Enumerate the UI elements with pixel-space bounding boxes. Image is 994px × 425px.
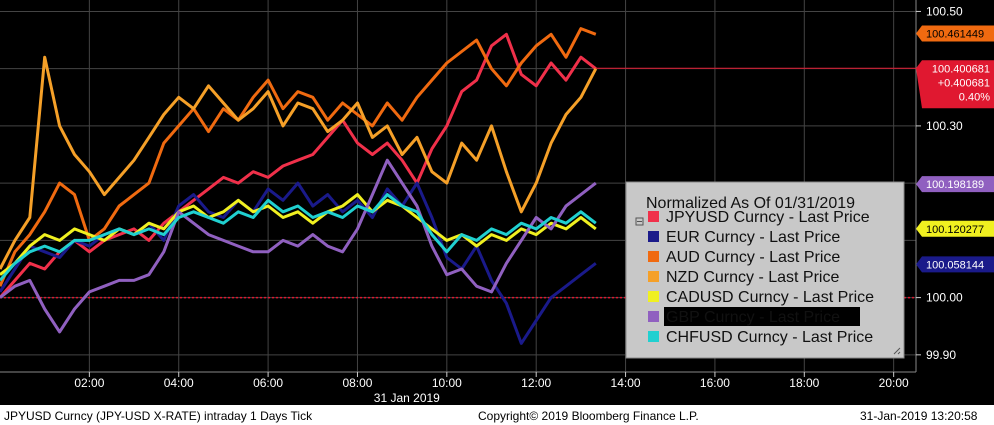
legend-swatch-3: [648, 271, 659, 282]
legend-swatch-0: [648, 211, 659, 222]
price-tag-label: 100.198189: [926, 179, 984, 191]
legend-item-5[interactable]: GBP Curncy - Last Price: [666, 309, 840, 326]
price-tag-label: 100.461449: [926, 29, 984, 41]
legend-swatch-5: [648, 311, 659, 322]
series-line-6: [0, 193, 597, 282]
price-tag-1: 100.198189: [916, 176, 994, 193]
x-tick-label: 04:00: [164, 376, 194, 390]
x-tick-label: 12:00: [521, 376, 551, 390]
legend-item-3[interactable]: NZD Curncy - Last Price: [666, 269, 839, 286]
y-tick-label: 100.50: [926, 4, 963, 18]
footer-timestamp-text: 31-Jan-2019 13:20:58: [860, 409, 978, 423]
x-axis: 02:00 04:00 06:00 08:00 10:00 12:00 14:00 16:00…: [74, 372, 909, 405]
x-tick-label: 06:00: [253, 376, 283, 390]
series-line-5: [0, 158, 597, 334]
series-line-4: [0, 193, 597, 276]
x-tick-label: 18:00: [789, 376, 819, 390]
series-lines: [0, 27, 598, 345]
price-tag-0-shape: [916, 25, 994, 42]
price-tag-3-shape: [916, 256, 994, 273]
series-line-3: [0, 55, 598, 270]
x-tick-label: 20:00: [879, 376, 909, 390]
legend-item-4[interactable]: CADUSD Curncy - Last Price: [666, 289, 874, 306]
x-tick-label: 02:00: [74, 376, 104, 390]
price-tag-label: 100.120277: [926, 224, 984, 236]
legend-swatch-1: [648, 231, 659, 242]
price-tag-3: 100.058144: [916, 256, 994, 273]
price-tag-1-shape: [916, 176, 994, 193]
price-tag-2-shape: [916, 220, 994, 237]
legend-item-0[interactable]: JPYUSD Curncy - Last Price: [666, 209, 870, 226]
legend-swatch-6: [648, 331, 659, 342]
legend-item-6[interactable]: CHFUSD Curncy - Last Price: [666, 329, 873, 346]
footer-background: [0, 405, 994, 425]
footer-left-text: JPYUSD Curncy (JPY-USD X-RATE) intraday …: [4, 409, 313, 423]
reference-line: [0, 67, 916, 299]
price-tag-2: 100.120277: [916, 220, 994, 237]
cursor-tag-line: 0.40%: [959, 91, 990, 103]
series-line-0: [0, 32, 597, 299]
legend-collapse-icon[interactable]: [635, 217, 644, 226]
cursor-tag-line: 100.400681: [932, 63, 990, 75]
y-tick-label: 99.90: [926, 348, 956, 362]
legend-box: [625, 181, 905, 359]
x-tick-label: 08:00: [342, 376, 372, 390]
y-tick-label: 100.30: [926, 119, 963, 133]
legend-item-2[interactable]: AUD Curncy - Last Price: [666, 249, 840, 266]
legend-title: Normalized As Of 01/31/2019: [646, 195, 855, 212]
price-tag-0: 100.461449: [916, 25, 994, 42]
footer: JPYUSD Curncy (JPY-USD X-RATE) intraday …: [0, 405, 994, 425]
cursor-tag-shape: [916, 60, 994, 109]
footer-copyright-text: Copyright© 2019 Bloomberg Finance L.P.: [478, 409, 699, 423]
legend-swatch-2: [648, 251, 659, 262]
legend-resize-icon[interactable]: [893, 347, 901, 355]
cursor-tag: 100.400681 +0.400681 0.40%: [916, 60, 994, 109]
legend-highlight: [664, 307, 860, 326]
price-tags: 100.461449 100.198189 100.120277 100.058144…: [916, 25, 994, 273]
legend-swatch-4: [648, 291, 659, 302]
x-date-label: 31 Jan 2019: [374, 391, 440, 405]
legend-item-1[interactable]: EUR Curncy - Last Price: [666, 229, 840, 246]
price-tag-label: 100.058144: [926, 259, 984, 271]
series-line-2: [0, 27, 597, 287]
cursor-tag-line: +0.400681: [938, 77, 990, 89]
y-axis: 100.50 100.30 100.00 99.90: [916, 4, 963, 362]
x-tick-label: 16:00: [700, 376, 730, 390]
y-tick-label: 100.00: [926, 291, 963, 305]
x-tick-label: 14:00: [611, 376, 641, 390]
x-tick-label: 10:00: [432, 376, 462, 390]
